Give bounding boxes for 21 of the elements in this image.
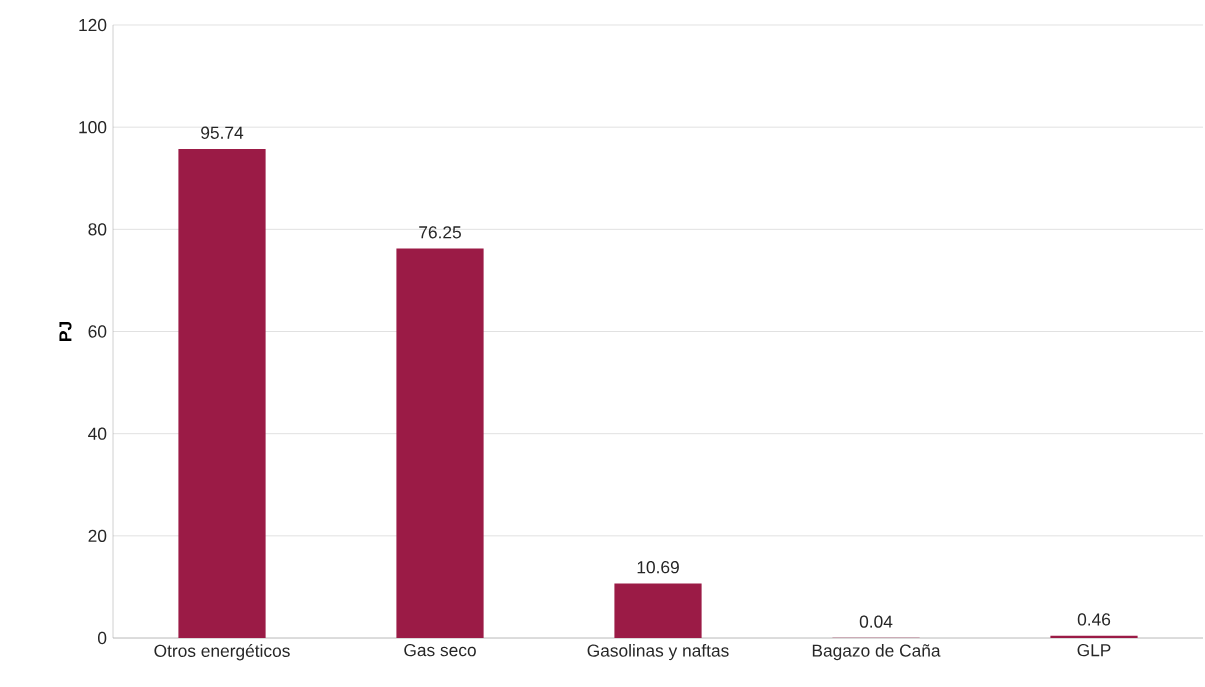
y-axis-title: PJ bbox=[59, 322, 72, 341]
data-label: 76.25 bbox=[419, 226, 461, 239]
y-tick-label: 60 bbox=[88, 325, 107, 338]
data-label: 0.04 bbox=[859, 615, 893, 628]
y-tick-label: 120 bbox=[79, 18, 107, 32]
x-tick-label: Gas seco bbox=[404, 644, 476, 657]
data-label: 10.69 bbox=[637, 561, 679, 574]
y-tick-label: 80 bbox=[88, 223, 107, 236]
y-tick-label: 100 bbox=[79, 121, 107, 134]
bar bbox=[396, 248, 484, 638]
x-tick-label: Otros energéticos bbox=[154, 644, 290, 661]
bar bbox=[614, 583, 702, 638]
x-tick-label: GLP bbox=[1077, 644, 1111, 657]
x-tick-label: Gasolinas y naftas bbox=[587, 644, 729, 661]
data-label: 0.46 bbox=[1077, 613, 1111, 626]
data-label: 95.74 bbox=[201, 126, 244, 139]
y-tick-label: 20 bbox=[88, 529, 107, 542]
bar bbox=[178, 148, 266, 638]
y-tick-label: 40 bbox=[88, 427, 107, 440]
y-tick-label: 0 bbox=[97, 631, 107, 645]
x-tick-label: Bagazo de Caña bbox=[812, 644, 941, 661]
